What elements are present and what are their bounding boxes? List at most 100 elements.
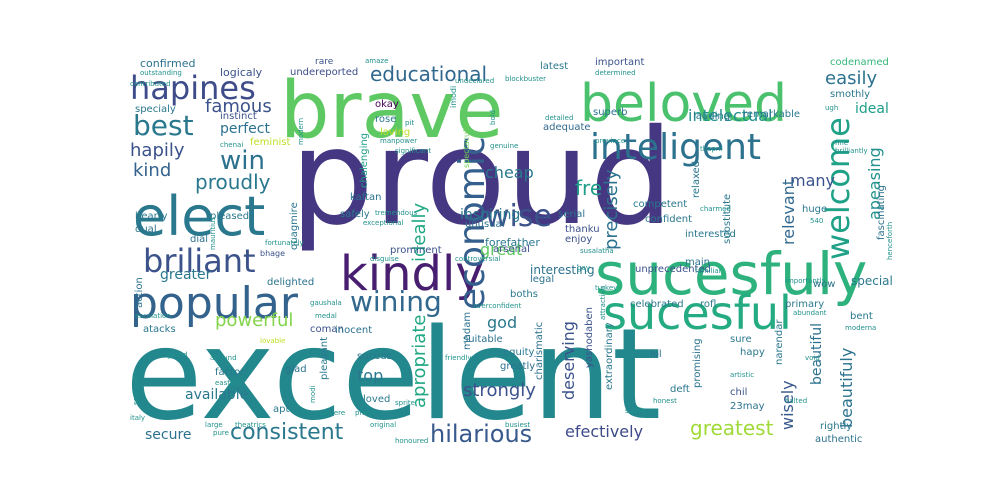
word-hearty: hearty — [135, 211, 168, 222]
word-beautifuly: beautifuly — [837, 347, 856, 428]
word-fine: fine — [835, 139, 849, 147]
word-chenai: chenai — [220, 141, 244, 149]
word-glad: glad — [285, 364, 307, 375]
word-spectacular: spectacular — [462, 121, 471, 169]
word-cloud: proud excelent brave sucesfuly beloved e… — [125, 50, 895, 450]
word-god: god — [487, 313, 518, 332]
word-action: action — [134, 277, 145, 308]
word-escalation: escalation — [135, 312, 171, 320]
word-proudly: proudly — [195, 170, 271, 194]
word-tremendous: tremendous — [375, 209, 418, 217]
word-detailed: detailed — [545, 114, 574, 122]
word-susalatha: susalatha — [580, 247, 614, 255]
word-large: large — [205, 421, 223, 429]
word-special: special — [851, 274, 893, 288]
word-primary: primary — [785, 299, 825, 310]
word-suitable: suitable — [463, 334, 503, 345]
word-boths: boths — [510, 289, 538, 300]
word-pure: pure — [213, 429, 229, 437]
word-modi: modi — [309, 385, 317, 404]
word-instinct: instinct — [220, 111, 257, 122]
word-kind: kind — [133, 160, 172, 181]
word-enjoy: enjoy — [565, 234, 593, 245]
word-moderna: moderna — [845, 324, 877, 332]
word-rare: rare — [315, 57, 334, 67]
word-sociopath: sociopath — [132, 371, 140, 405]
word-italy: italy — [130, 414, 146, 422]
word-adequate: adequate — [543, 122, 591, 133]
word-henceforth: henceforth — [886, 221, 894, 260]
word-chalenging: chalenging — [359, 132, 370, 188]
word-smothly: smothly — [830, 89, 871, 100]
word-gaushala: gaushala — [310, 299, 342, 307]
word-promising: promising — [692, 338, 703, 388]
word-rightly: rightly — [820, 421, 853, 432]
word-bent: bent — [850, 311, 873, 322]
word-educational: educational — [370, 62, 488, 86]
word-inteligent: inteligent — [590, 127, 762, 168]
word-rofl: rofl — [700, 299, 717, 310]
word-substitute: substitute — [722, 193, 733, 244]
word-yashodaben: yashodaben — [584, 306, 595, 368]
word-delighted: delighted — [267, 277, 315, 288]
word-latest: latest — [540, 61, 569, 72]
word-loved: loved — [363, 394, 391, 405]
word-pleasant: pleasant — [319, 336, 330, 380]
word-deft: deft — [670, 384, 690, 395]
word-pit: pit — [405, 119, 415, 127]
word-safely: safely — [340, 209, 370, 220]
word-charmed: charmed — [700, 205, 731, 213]
word-void: void — [805, 354, 820, 362]
word-relevant: relevant — [779, 178, 798, 245]
word-perfect: perfect — [220, 121, 270, 137]
word-superb: superb — [593, 107, 628, 118]
word-23may: 23may — [730, 401, 765, 412]
word-bhage: bhage — [260, 249, 286, 258]
word-competent: competent — [633, 199, 688, 210]
word-thanku: thanku — [565, 224, 600, 235]
word-win: win — [220, 146, 265, 176]
word-disguise: disguise — [370, 255, 399, 263]
word-greatest: greatest — [690, 416, 774, 440]
word-kaftan: kaftan — [350, 192, 382, 203]
word-honoured: honoured — [395, 437, 429, 445]
word-confident: confident — [645, 214, 693, 225]
word-wisely: wisely — [778, 380, 797, 430]
word-secure: secure — [145, 427, 192, 443]
word-arsenal: arsenal — [493, 244, 530, 255]
word-wow: wow — [813, 279, 836, 290]
word-kindly: kindly — [340, 246, 484, 302]
word-alround: alround — [210, 354, 237, 362]
word-thapril: thapril — [700, 145, 723, 153]
word-fre: fre — [575, 176, 603, 200]
word-briliant: briliant — [143, 242, 256, 280]
word-efectively: efectively — [565, 422, 644, 441]
word-ideal: ideal — [855, 101, 889, 117]
word-sucesful: sucesful — [603, 286, 792, 340]
word-wining: wining — [350, 285, 442, 318]
word-codenamed: codenamed — [830, 57, 889, 68]
word-authentic: authentic — [815, 434, 863, 445]
word-forefather: forefather — [485, 236, 540, 249]
word-interested: interested — [685, 229, 736, 240]
word-charismatic: charismatic — [534, 321, 545, 380]
word-relaxed: relaxed — [691, 160, 702, 198]
word-dial: dial — [190, 234, 209, 245]
word-sprite: sprite — [395, 399, 415, 407]
word-main: main — [685, 257, 710, 268]
word-huge: huge — [802, 204, 828, 215]
word-logicaly: logicaly — [220, 66, 263, 79]
word-apropriate: apropriate — [409, 314, 430, 408]
word-pleased: pleased — [210, 211, 250, 222]
word-brilliantly: brilliantly — [835, 147, 868, 155]
word-sincere: sincere — [320, 409, 346, 417]
word-medal: medal — [315, 312, 337, 320]
word-deserving: deserving — [559, 321, 578, 400]
word-greater: greater — [160, 267, 212, 283]
word-important: important — [595, 57, 645, 68]
word-extraordinary: extraordinary — [604, 322, 615, 390]
word-contributed: contributed — [130, 80, 171, 88]
word-remarkable: remarkable — [743, 109, 801, 120]
word-okay: okay — [375, 99, 399, 110]
word-excelent: excelent — [125, 301, 662, 448]
